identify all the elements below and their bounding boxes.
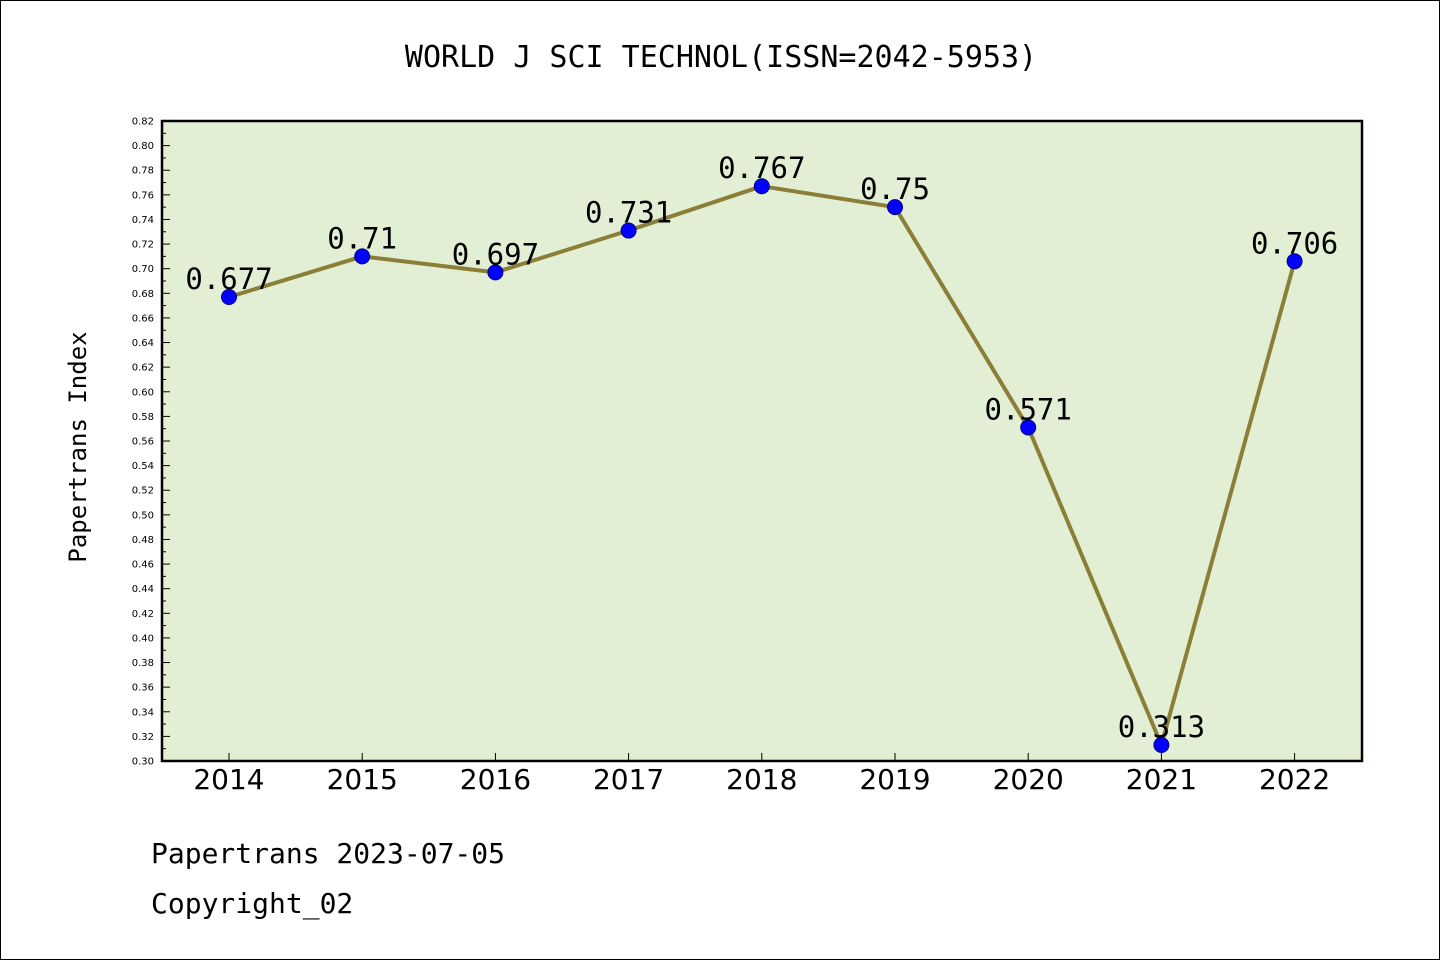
data-point-marker [1153,737,1170,753]
y-tick-label: 0.52 [132,486,154,497]
y-tick-label: 0.74 [132,215,154,226]
data-point-marker [1286,253,1303,270]
footer-date-text: Papertrans 2023-07-05 [151,837,506,870]
x-tick-label: 2019 [859,763,930,796]
chart-title: WORLD J SCI TECHNOL(ISSN=2042-5953) [405,40,1037,75]
y-tick-label: 0.34 [132,707,154,718]
y-tick-label: 0.60 [132,387,154,398]
y-tick-label: 0.38 [132,658,154,669]
x-axis-ticks: 2014 2015 2016 2017 2018 2019 2020 2021 2022 [193,753,1330,796]
plot-border [160,119,1364,763]
y-tick-label: 0.76 [132,190,154,201]
y-tick-label: 0.70 [132,264,154,275]
x-tick-label: 2017 [593,763,664,796]
data-labels: 0.677 0.71 0.697 0.731 0.767 0.75 0.571 0.313 0.… [185,151,1338,744]
y-tick-label: 0.48 [132,535,154,546]
y-tick-label: 0.30 [132,757,154,768]
data-point-marker [1020,419,1037,436]
data-label: 0.697 [452,237,539,271]
data-label: 0.75 [860,172,930,206]
data-markers [221,178,1303,753]
data-point-marker [221,289,237,305]
y-tick-label: 0.54 [132,461,154,472]
y-tick-label: 0.32 [132,732,154,743]
y-tick-label: 0.72 [132,240,154,251]
plot-area [162,121,1362,761]
y-tick-label: 0.62 [132,363,154,374]
data-point-marker [620,222,637,239]
x-tick-label: 2018 [726,763,797,796]
y-tick-label: 0.56 [132,437,154,448]
data-label: 0.313 [1118,710,1205,744]
y-tick-label: 0.36 [132,683,154,694]
y-axis-label: Papertrans Index [64,331,92,562]
data-label: 0.767 [718,151,805,185]
y-tick-label: 0.68 [132,289,154,300]
data-point-marker [753,178,770,195]
y-tick-label: 0.82 [132,117,154,128]
data-label: 0.706 [1251,226,1338,260]
footer-copyright-text: Copyright_02 [151,887,354,920]
data-point-marker [354,248,371,265]
data-label: 0.571 [985,392,1072,426]
y-tick-label: 0.40 [132,633,154,644]
y-tick-label: 0.80 [132,141,154,152]
x-tick-label: 2015 [327,763,398,796]
x-tick-label: 2021 [1126,763,1197,796]
data-point-marker [887,199,903,216]
y-tick-label: 0.42 [132,609,154,620]
x-tick-label: 2020 [993,763,1064,796]
y-tick-label: 0.44 [132,584,154,595]
y-tick-label: 0.46 [132,560,154,571]
y-tick-label: 0.58 [132,412,154,423]
y-tick-label: 0.66 [132,313,154,324]
x-tick-label: 2022 [1259,763,1330,796]
data-label: 0.71 [327,221,397,255]
data-label: 0.677 [185,262,272,296]
y-tick-label: 0.78 [132,166,154,177]
data-point-marker [487,264,504,281]
y-tick-label: 0.64 [132,338,154,349]
y-tick-label: 0.50 [132,510,154,521]
data-label: 0.731 [585,196,672,230]
x-tick-label: 2016 [460,763,531,796]
x-tick-label: 2014 [193,763,264,796]
y-axis-ticks: 0.30 0.32 0.34 0.36 0.38 0.40 0.42 0.44 0.46 0.48… [132,117,170,768]
